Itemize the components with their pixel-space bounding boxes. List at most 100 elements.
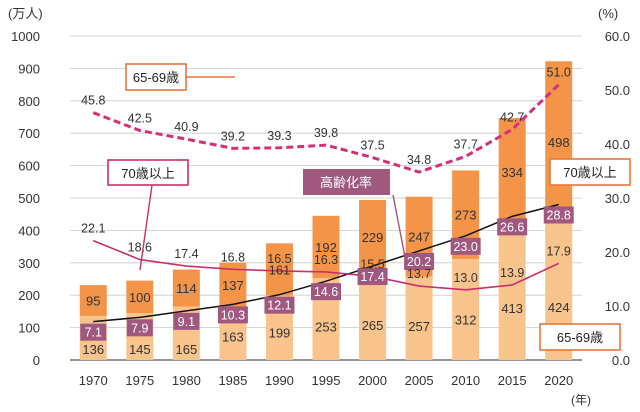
line-label-70-plus: 16.8 xyxy=(221,250,245,264)
left-tick-label: 900 xyxy=(18,61,40,76)
line-label-65-69: 39.2 xyxy=(221,129,245,143)
rate-badge xyxy=(497,218,528,236)
rate-badge xyxy=(173,312,200,330)
x-tick-label: 1970 xyxy=(79,373,108,388)
axes: (万人) (%) (年) 0 100 200 300 400 500 600 700 800 90… xyxy=(8,6,630,407)
left-tick-label: 500 xyxy=(18,191,40,206)
bar-label-70-plus: 312 xyxy=(455,313,477,328)
bar-65-69 xyxy=(126,280,154,314)
line-label-65-69: 40.9 xyxy=(174,120,198,134)
line-label-65-69: 34.8 xyxy=(407,153,431,167)
left-axis-unit: (万人) xyxy=(8,6,43,21)
line-label-70-plus: 22.1 xyxy=(81,222,105,236)
x-tick-label: 1975 xyxy=(125,373,154,388)
line-label-70-plus: 17.9 xyxy=(547,244,571,258)
bar-70-plus xyxy=(498,226,526,360)
bar-65-69 xyxy=(265,243,293,296)
x-tick-label: 2000 xyxy=(358,373,387,388)
right-tick-label: 20.0 xyxy=(605,245,630,260)
line-label-70-plus: 17.4 xyxy=(174,247,198,261)
bar-label-70-plus: 145 xyxy=(129,342,151,357)
rate-label: 28.8 xyxy=(547,208,571,222)
bar-label-70-plus: 413 xyxy=(501,301,523,316)
data-labels: 136 95 145 100 165 114 163 137 199 161 253 192 265 22… xyxy=(80,66,574,357)
callout-label-dashed-line: 65-69歳 xyxy=(133,70,179,85)
callout-box-bar-bottom xyxy=(539,323,621,351)
bar-label-70-plus: 163 xyxy=(222,330,244,345)
x-tick-label: 2015 xyxy=(498,373,527,388)
rate-badge xyxy=(126,319,153,337)
line-label-70-plus: 18.6 xyxy=(128,241,152,255)
line-label-70-plus: 13.7 xyxy=(407,267,431,281)
x-tick-label: 2010 xyxy=(451,373,480,388)
left-tick-label: 1000 xyxy=(11,29,40,44)
x-axis-unit: (年) xyxy=(571,393,591,407)
rate-label: 17.4 xyxy=(360,270,384,284)
bar-70-plus xyxy=(452,258,480,360)
callout-label-rate: 高齢化率 xyxy=(320,175,372,190)
right-tick-label: 60.0 xyxy=(605,29,630,44)
line-label-65-69: 39.8 xyxy=(314,126,338,140)
callout-label-bar-bottom: 65-69歳 xyxy=(557,330,603,345)
line-label-70-plus: 13.9 xyxy=(500,266,524,280)
rate-badge xyxy=(311,283,341,301)
rate-badge xyxy=(357,268,388,286)
rate-label: 23.0 xyxy=(453,240,477,254)
left-tick-label: 700 xyxy=(18,126,40,141)
x-tick-label: 2005 xyxy=(405,373,434,388)
bar-65-69 xyxy=(79,285,107,316)
rate-badge xyxy=(543,206,574,224)
bar-label-70-plus: 253 xyxy=(315,319,337,334)
rate-label: 26.6 xyxy=(500,220,524,234)
bar-65-69 xyxy=(172,269,200,307)
bar-label-65-69: 498 xyxy=(548,135,570,150)
callout-box-dashed-line xyxy=(125,63,187,91)
line-label-65-69: 37.5 xyxy=(360,139,384,153)
rate-label: 12.1 xyxy=(267,299,291,313)
bar-65-69 xyxy=(312,215,340,279)
bar-label-70-plus: 165 xyxy=(176,342,198,357)
bar-label-65-69: 95 xyxy=(86,294,100,309)
callout-box-solid-line xyxy=(107,159,189,186)
bar-label-65-69: 137 xyxy=(222,278,244,293)
x-tick-label: 1980 xyxy=(172,373,201,388)
right-tick-label: 30.0 xyxy=(605,191,630,206)
left-tick-label: 0 xyxy=(33,353,40,368)
bar-label-65-69: 100 xyxy=(129,290,151,305)
line-label-65-69: 37.7 xyxy=(453,137,477,151)
left-tick-label: 400 xyxy=(18,223,40,238)
line-aging-rate xyxy=(93,203,559,323)
bar-70-plus xyxy=(405,276,433,360)
line-label-70-plus: 16.3 xyxy=(314,253,338,267)
callout-pointer-solid xyxy=(139,184,153,271)
lines xyxy=(92,83,560,323)
rate-label: 20.2 xyxy=(407,255,431,269)
bar-label-65-69: 192 xyxy=(315,240,337,255)
bar-65-69 xyxy=(545,61,573,223)
x-tick-label: 1990 xyxy=(265,373,294,388)
line-label-70-plus: 16.5 xyxy=(267,252,291,266)
right-tick-label: 10.0 xyxy=(605,299,630,314)
bar-label-70-plus: 199 xyxy=(269,325,291,340)
bar-70-plus xyxy=(359,274,387,360)
x-tick-label: 1995 xyxy=(312,373,341,388)
left-tick-label: 300 xyxy=(18,256,40,271)
right-tick-label: 40.0 xyxy=(605,137,630,152)
callout-box-bar-top xyxy=(549,158,631,186)
line-label-65-69: 51.0 xyxy=(547,66,571,80)
left-tick-label: 800 xyxy=(18,94,40,109)
callout-box-rate xyxy=(303,169,390,195)
line-label-65-69: 39.3 xyxy=(267,129,291,143)
bar-label-65-69: 229 xyxy=(362,230,384,245)
line-label-70-plus: 13.0 xyxy=(453,271,477,285)
left-tick-label: 600 xyxy=(18,159,40,174)
bar-65-69 xyxy=(498,117,526,227)
bar-label-65-69: 247 xyxy=(408,230,430,245)
rate-label: 9.1 xyxy=(178,315,195,329)
rate-badge xyxy=(264,296,295,314)
bar-label-70-plus: 424 xyxy=(548,300,570,315)
line-65-69 xyxy=(92,83,560,174)
right-tick-label: 50.0 xyxy=(605,83,630,98)
line-70-plus xyxy=(92,239,560,291)
